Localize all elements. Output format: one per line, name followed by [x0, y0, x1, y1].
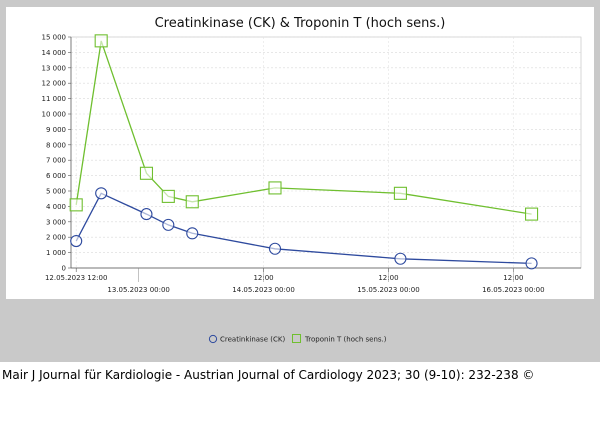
series-layer — [69, 34, 539, 270]
troponin-data-point — [393, 186, 407, 200]
troponin-data-point — [525, 207, 539, 221]
ck-data-point — [70, 235, 83, 248]
ck-data-point — [525, 257, 538, 270]
x-date-label: 14.05.2023 00:00 — [232, 286, 294, 294]
troponin-data-point — [69, 198, 83, 212]
legend-troponin-label: Troponin T (hoch sens.) — [304, 336, 387, 344]
chart-title: Creatinkinase (CK) & Troponin T (hoch se… — [155, 16, 446, 31]
legend-ck-marker — [208, 334, 218, 344]
ck-data-point — [268, 242, 282, 255]
y-tick-label: 7 000 — [46, 157, 66, 165]
troponin-data-point — [185, 195, 199, 209]
ck-series-line — [75, 192, 532, 265]
x-date-label: 13.05.2023 00:00 — [107, 286, 169, 294]
source-caption: Mair J Journal für Kardiologie - Austria… — [2, 368, 535, 382]
plot-area — [70, 36, 582, 269]
troponin-series-line — [75, 40, 532, 215]
y-tick-label: 10 000 — [42, 111, 67, 119]
ck-data-point — [162, 218, 175, 231]
x-date-label: 16.05.2023 00:00 — [482, 286, 544, 294]
y-tick-label: 5 000 — [46, 188, 66, 196]
ck-data-point — [394, 252, 407, 265]
axis-layer: 0 1 000 2 000 3 000 4 000 5 000 6 000 7 000 8 00… — [42, 34, 581, 294]
x-tick-label: 12.05.2023 12:00 — [45, 274, 107, 282]
y-tick-label: 14 000 — [42, 49, 67, 57]
ck-data-point — [95, 187, 108, 200]
x-date-label: 15.05.2023 00:00 — [357, 286, 419, 294]
y-tick-label: 2 000 — [46, 234, 66, 242]
grid-layer — [71, 36, 581, 268]
ck-data-point — [140, 208, 153, 221]
y-tick-label: 13 000 — [42, 64, 67, 72]
y-tick-label: 0 — [62, 265, 66, 273]
y-tick-label: 3 000 — [46, 218, 66, 226]
legend-troponin-marker — [292, 334, 301, 343]
ck-data-point — [186, 227, 199, 240]
troponin-data-point — [268, 181, 282, 195]
y-tick-label: 4 000 — [46, 203, 66, 211]
troponin-data-point — [94, 34, 108, 48]
troponin-data-point — [139, 166, 154, 180]
chart-svg: Creatinkinase (CK) & Troponin T (hoch se… — [6, 7, 594, 344]
y-tick-label: 12 000 — [42, 80, 67, 88]
y-tick-label: 9 000 — [46, 126, 66, 134]
legend-ck-label: Creatinkinase (CK) — [220, 336, 285, 344]
y-tick-label: 6 000 — [46, 172, 66, 180]
y-tick-label: 1 000 — [46, 249, 66, 257]
legend: Creatinkinase (CK) Troponin T (hoch sens… — [208, 334, 387, 344]
y-tick-label: 15 000 — [42, 34, 67, 42]
chart-figure: Creatinkinase (CK) & Troponin T (hoch se… — [0, 0, 600, 362]
y-tick-label: 11 000 — [42, 95, 67, 103]
y-tick-label: 8 000 — [46, 141, 66, 149]
troponin-data-point — [161, 189, 175, 203]
